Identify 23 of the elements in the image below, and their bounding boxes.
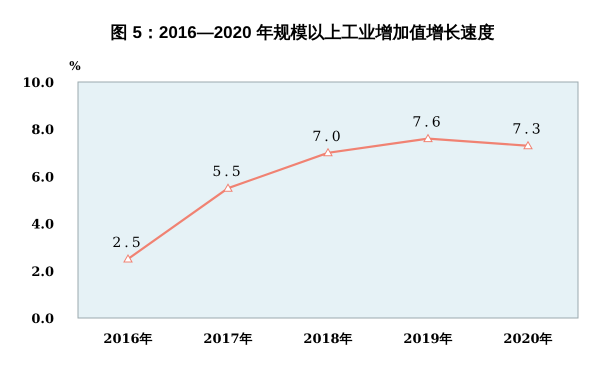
- point: [524, 141, 532, 150]
- x-tick-label: 2017年: [203, 332, 253, 347]
- data-label: 7.0: [312, 128, 344, 145]
- x-tick-label: 2018年: [303, 332, 353, 347]
- y-tick-label: 2.0: [31, 264, 54, 280]
- point: [324, 148, 332, 156]
- x-tick-label: 2020年: [503, 332, 553, 347]
- y-tick-label: 10.0: [22, 76, 54, 91]
- y-tick-label: 4.0: [31, 218, 54, 233]
- y-tick-label: 0.0: [31, 312, 54, 327]
- data-label: 2.5: [112, 235, 144, 251]
- x-tick-label: 2016年: [103, 332, 153, 347]
- x-tick-label: 2019年: [403, 332, 453, 347]
- point: [424, 134, 432, 142]
- y-tick-label: 8.0: [31, 123, 54, 138]
- y-axis-title: %: [69, 59, 82, 73]
- chart-title: 图 5：2016—2020 年规模以上工业增加值增长速度: [110, 23, 494, 42]
- data-label: 7.3: [512, 122, 544, 138]
- point: [224, 184, 232, 192]
- y-tick-label: 6.0: [31, 170, 54, 186]
- data-label: 7.6: [412, 114, 444, 131]
- data-label: 5.5: [212, 164, 244, 180]
- point: [124, 254, 132, 262]
